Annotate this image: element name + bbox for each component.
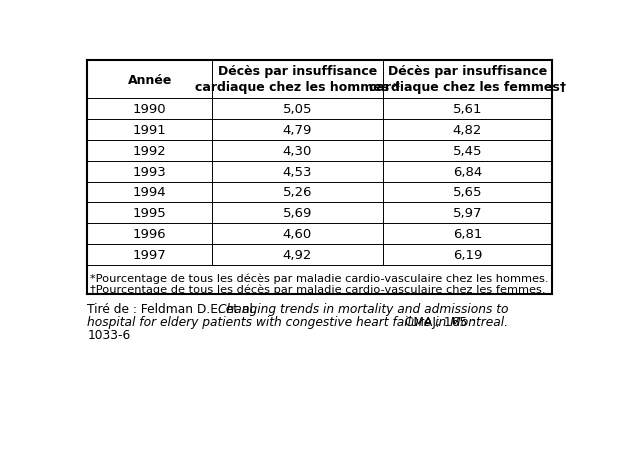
Text: Changing trends in mortality and admissions to: Changing trends in mortality and admissi… (218, 302, 508, 315)
Text: 4,30: 4,30 (283, 145, 312, 157)
Text: 1991: 1991 (133, 124, 167, 137)
Text: cardiaque chez les hommes *: cardiaque chez les hommes * (195, 81, 400, 94)
Text: 1992: 1992 (133, 145, 167, 157)
Text: Année: Année (127, 73, 172, 86)
Text: 4,92: 4,92 (283, 248, 312, 261)
Text: cardiaque chez les femmes†: cardiaque chez les femmes† (369, 81, 566, 94)
Text: 4,82: 4,82 (453, 124, 482, 137)
Text: 5,45: 5,45 (452, 145, 482, 157)
Text: Décès par insuffisance: Décès par insuffisance (218, 65, 377, 78)
Text: 5,05: 5,05 (283, 103, 312, 116)
Text: 4,79: 4,79 (283, 124, 312, 137)
Text: 5,65: 5,65 (452, 186, 482, 199)
Text: 5,26: 5,26 (283, 186, 312, 199)
Text: 1997: 1997 (133, 248, 167, 261)
Text: 1994: 1994 (133, 186, 167, 199)
Text: CMAJ; 165 :: CMAJ; 165 : (401, 315, 475, 328)
Text: 6,19: 6,19 (453, 248, 482, 261)
Text: 1993: 1993 (133, 165, 167, 178)
Text: 6,81: 6,81 (453, 228, 482, 241)
Text: Décès par insuffisance: Décès par insuffisance (388, 65, 547, 78)
Text: 5,97: 5,97 (452, 207, 482, 220)
Text: Tiré de : Feldman D.E. et al.: Tiré de : Feldman D.E. et al. (87, 302, 261, 315)
Text: 5,69: 5,69 (283, 207, 312, 220)
Text: *Pourcentage de tous les décès par maladie cardio-vasculaire chez les hommes.: *Pourcentage de tous les décès par malad… (90, 273, 549, 283)
Text: 1033-6: 1033-6 (87, 328, 130, 341)
Text: 4,60: 4,60 (283, 228, 312, 241)
Text: 6,84: 6,84 (453, 165, 482, 178)
Text: 5,61: 5,61 (452, 103, 482, 116)
Text: 4,53: 4,53 (283, 165, 312, 178)
Text: hospital for eldery patients with congestive heart failure in Montreal.: hospital for eldery patients with conges… (87, 315, 509, 328)
Text: 1990: 1990 (133, 103, 167, 116)
Text: 1996: 1996 (133, 228, 167, 241)
Text: †Pourcentage de tous les décès par maladie cardio-vasculaire chez les femmes.: †Pourcentage de tous les décès par malad… (90, 283, 546, 294)
Text: 1995: 1995 (133, 207, 167, 220)
